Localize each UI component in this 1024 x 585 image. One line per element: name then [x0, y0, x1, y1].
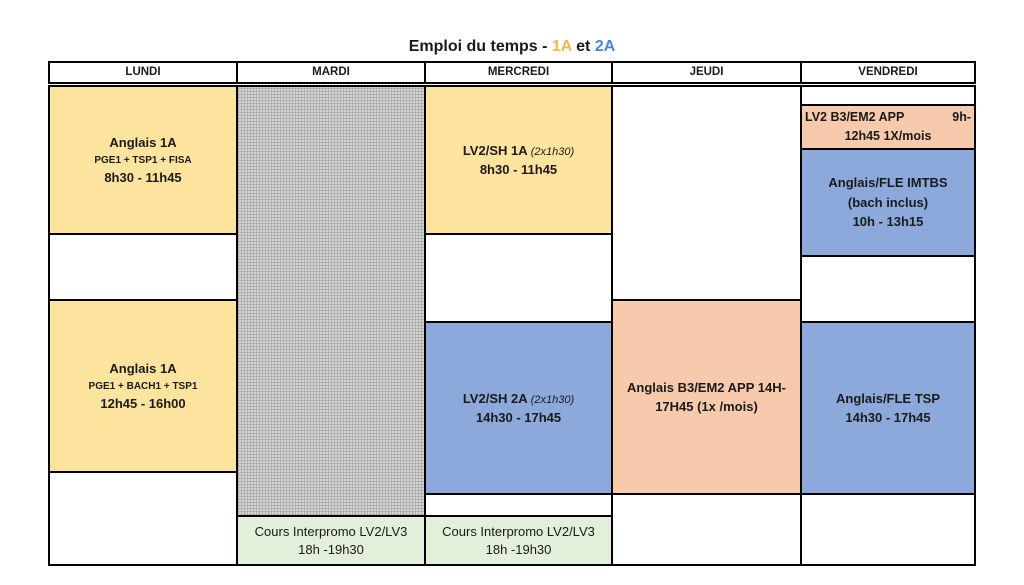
thursday-empty-slot: [611, 85, 802, 301]
class-time: 17H45 (1x /mois): [655, 399, 758, 414]
friday-empty-slot: [800, 85, 976, 106]
wednesday-afternoon-class: LV2/SH 2A (2x1h30) 14h30 - 17h45: [424, 321, 613, 495]
monday-afternoon-class: Anglais 1A PGE1 + BACH1 + TSP1 12h45 - 1…: [48, 299, 238, 473]
wednesday-morning-class: LV2/SH 1A (2x1h30) 8h30 - 11h45: [424, 85, 613, 235]
class-time: 12h45 - 16h00: [100, 395, 186, 411]
friday-app-class: LV2 B3/EM2 APP 9h- 12h45 1X/mois: [800, 104, 976, 150]
friday-empty-slot: [800, 255, 976, 323]
class-time: 10h - 13h15: [852, 214, 924, 230]
class-time: 14h30 - 17h45: [475, 410, 562, 425]
page-title: Emploi du temps - 1A et 2A: [0, 36, 1024, 58]
header-mercredi: MERCREDI: [424, 61, 613, 84]
title-prefix: Emploi du temps -: [408, 38, 552, 55]
class-time: 12h45 1X/mois: [844, 129, 932, 143]
monday-empty-slot: [48, 471, 238, 566]
wednesday-empty-slot: [424, 493, 613, 517]
tuesday-interpromo-class: Cours Interpromo LV2/LV3 18h -19h30: [236, 515, 426, 566]
wednesday-empty-slot: [424, 233, 613, 323]
class-groups: PGE1 + TSP1 + FISA: [94, 154, 192, 166]
class-title: Cours Interpromo LV2/LV3: [254, 523, 408, 539]
class-title: LV2/SH 1A: [462, 142, 531, 158]
title-year-2a: 2A: [594, 38, 616, 55]
monday-empty-slot: [48, 233, 238, 301]
header-vendredi: VENDREDI: [800, 61, 976, 84]
class-time: 18h -19h30: [485, 541, 552, 557]
class-title: LV2/SH 2A: [462, 390, 531, 406]
class-title: LV2 B3/EM2 APP: [805, 110, 905, 125]
timetable: LUNDI MARDI MERCREDI JEUDI VENDREDI Angl…: [48, 61, 976, 566]
class-time: 8h30 - 11h45: [104, 169, 182, 185]
header-mardi: MARDI: [236, 61, 426, 84]
class-title: Anglais 1A: [109, 361, 177, 376]
class-note: (2x1h30): [530, 145, 575, 158]
class-time-start: 9h-: [952, 110, 971, 125]
class-time: 8h30 - 11h45: [479, 162, 558, 177]
header-lundi: LUNDI: [48, 61, 238, 84]
class-sub: (bach inclus): [847, 194, 929, 210]
friday-morning-class: Anglais/FLE IMTBS (bach inclus) 10h - 13…: [800, 148, 976, 257]
thursday-afternoon-class: Anglais B3/EM2 APP 14H- 17H45 (1x /mois): [611, 299, 802, 495]
class-title: Anglais B3/EM2 APP 14H-: [627, 379, 786, 395]
class-groups: PGE1 + BACH1 + TSP1: [88, 380, 198, 392]
header-jeudi: JEUDI: [611, 61, 802, 84]
title-year-1a: 1A: [551, 38, 572, 55]
class-time: 14h30 - 17h45: [845, 410, 931, 425]
thursday-empty-slot: [611, 493, 802, 566]
friday-afternoon-class: Anglais/FLE TSP 14h30 - 17h45: [800, 321, 976, 495]
monday-morning-class: Anglais 1A PGE1 + TSP1 + FISA 8h30 - 11h…: [48, 85, 238, 235]
class-title: Cours Interpromo LV2/LV3: [442, 523, 595, 539]
class-time: 18h -19h30: [298, 541, 364, 557]
title-connector: et: [571, 38, 595, 55]
tuesday-blocked-slot: [236, 85, 426, 517]
class-title: Anglais 1A: [109, 135, 177, 150]
wednesday-interpromo-class: Cours Interpromo LV2/LV3 18h -19h30: [424, 515, 613, 566]
class-note: (2x1h30): [530, 393, 575, 406]
friday-empty-slot: [800, 493, 976, 566]
class-title: Anglais/FLE TSP: [835, 390, 940, 406]
class-title: Anglais/FLE IMTBS: [828, 175, 948, 191]
